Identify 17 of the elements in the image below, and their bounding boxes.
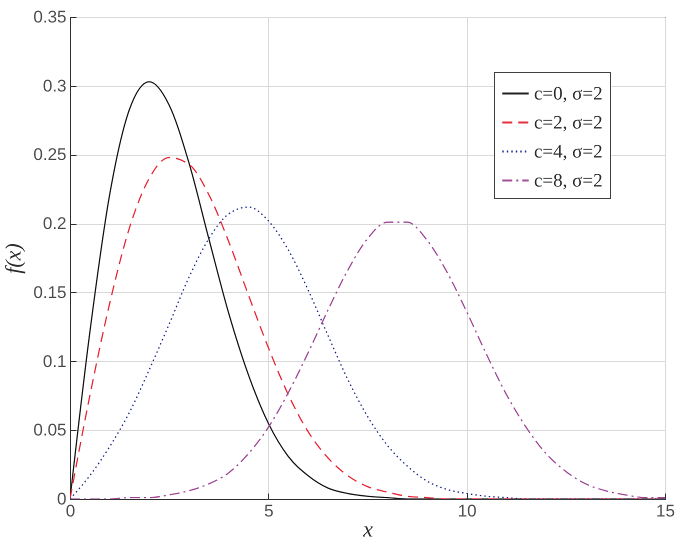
- x-tick-label: 10: [458, 502, 477, 520]
- legend-label: c=4, σ=2: [534, 142, 603, 162]
- y-tick-label: 0.1: [42, 352, 66, 371]
- y-tick-label: 0.3: [42, 76, 66, 96]
- legend-label: c=0, σ=2: [534, 84, 603, 104]
- x-tick-label: 15: [656, 502, 675, 520]
- x-tick-label: 5: [264, 502, 274, 520]
- y-tick-label: 0: [57, 490, 66, 508]
- y-axis-title: f(x): [0, 243, 26, 274]
- y-tick-label: 0.05: [33, 420, 66, 440]
- y-tick-label: 0.2: [42, 214, 66, 234]
- y-tick-label: 0.35: [33, 8, 66, 26]
- y-tick-label: 0.15: [33, 282, 66, 302]
- y-tick-label: 0.25: [33, 145, 66, 164]
- x-axis-title: x: [362, 516, 374, 539]
- legend-label: c=8, σ=2: [534, 170, 603, 192]
- legend-label: c=2, σ=2: [534, 112, 603, 134]
